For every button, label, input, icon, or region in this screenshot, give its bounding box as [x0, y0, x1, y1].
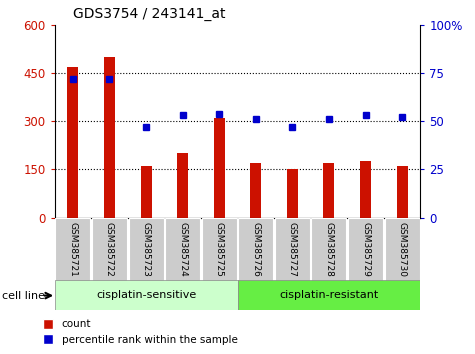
FancyBboxPatch shape: [348, 218, 383, 281]
Text: GSM385728: GSM385728: [324, 222, 333, 277]
Bar: [177, 153, 188, 218]
FancyBboxPatch shape: [238, 280, 420, 310]
Legend: count, percentile rank within the sample: count, percentile rank within the sample: [34, 315, 242, 349]
Text: GSM385729: GSM385729: [361, 222, 370, 277]
Text: GSM385730: GSM385730: [398, 222, 407, 277]
FancyBboxPatch shape: [56, 218, 90, 281]
Bar: [67, 67, 78, 218]
Bar: [250, 163, 261, 218]
FancyBboxPatch shape: [312, 218, 346, 281]
Bar: [360, 161, 371, 218]
Text: cisplatin-sensitive: cisplatin-sensitive: [96, 290, 196, 300]
FancyBboxPatch shape: [275, 218, 310, 281]
Text: cell line: cell line: [2, 291, 46, 301]
FancyBboxPatch shape: [385, 218, 419, 281]
Bar: [397, 166, 408, 218]
Text: GSM385724: GSM385724: [178, 222, 187, 277]
Bar: [214, 118, 225, 218]
Text: GDS3754 / 243141_at: GDS3754 / 243141_at: [73, 7, 226, 21]
FancyBboxPatch shape: [165, 218, 200, 281]
Text: GSM385721: GSM385721: [68, 222, 77, 277]
FancyBboxPatch shape: [55, 280, 238, 310]
Text: GSM385722: GSM385722: [105, 222, 114, 277]
FancyBboxPatch shape: [202, 218, 237, 281]
Bar: [141, 166, 152, 218]
Text: cisplatin-resistant: cisplatin-resistant: [279, 290, 379, 300]
FancyBboxPatch shape: [238, 218, 273, 281]
FancyBboxPatch shape: [129, 218, 163, 281]
Text: GSM385725: GSM385725: [215, 222, 224, 277]
Text: GSM385726: GSM385726: [251, 222, 260, 277]
Bar: [104, 57, 115, 218]
Bar: [287, 170, 298, 218]
Text: GSM385723: GSM385723: [142, 222, 151, 277]
FancyBboxPatch shape: [92, 218, 127, 281]
Text: GSM385727: GSM385727: [288, 222, 297, 277]
Bar: [323, 163, 334, 218]
